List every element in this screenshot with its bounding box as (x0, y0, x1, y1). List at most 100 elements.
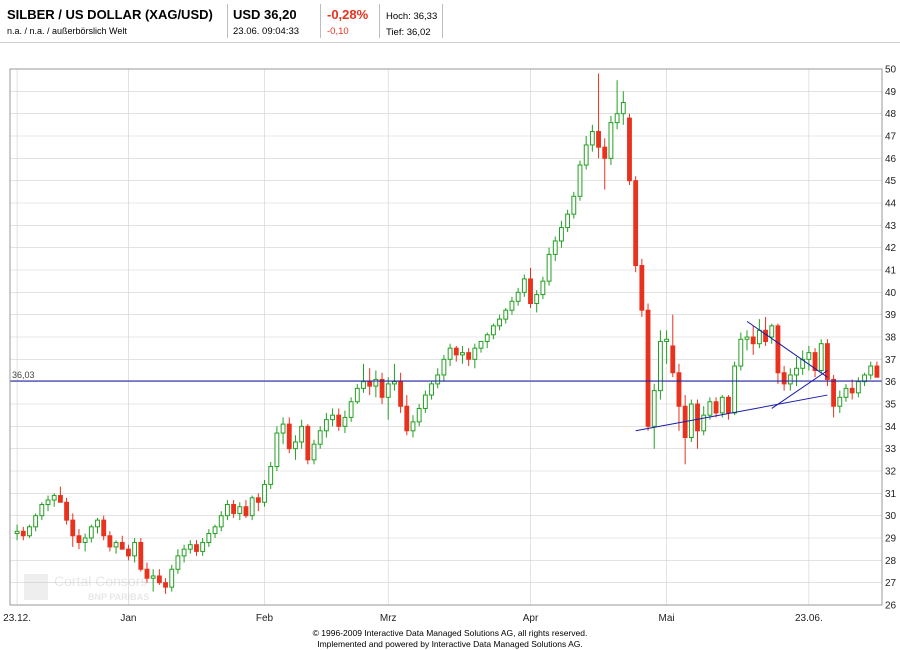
candle-body (756, 329, 762, 345)
broker-watermark: Cortal Consors BNP PARIBAS (24, 573, 149, 602)
y-tick-label: 35 (885, 400, 897, 411)
candle-body (45, 499, 51, 505)
candle-body (113, 541, 119, 548)
candle-body (534, 294, 540, 304)
y-tick-label: 46 (885, 154, 897, 165)
candle-body (843, 387, 849, 398)
candle-body (744, 336, 750, 340)
y-tick-label: 39 (885, 310, 897, 321)
candle-body (398, 381, 404, 407)
candle-body (249, 497, 255, 517)
candle-body (231, 504, 237, 514)
candle-body (379, 378, 385, 398)
candle-body (181, 548, 187, 557)
y-tick-label: 44 (885, 199, 897, 210)
candle-body (410, 421, 416, 432)
y-tick-label: 32 (885, 467, 897, 478)
change-absolute: -0,10 (327, 26, 349, 37)
candle-body (552, 240, 558, 255)
candle-body (64, 501, 69, 521)
candle-body (589, 131, 595, 146)
candle-body (577, 164, 583, 197)
candle-body (447, 347, 453, 360)
candle-body (299, 425, 305, 443)
y-tick-label: 26 (885, 601, 897, 612)
y-tick-label: 36 (885, 377, 897, 388)
candle-body (515, 291, 521, 302)
candle-body (855, 381, 861, 394)
candle-body (726, 396, 731, 414)
candle-body (812, 352, 818, 371)
candle-body (95, 519, 100, 528)
y-tick-label: 42 (885, 243, 897, 254)
candle-body (633, 180, 639, 267)
candle-body (484, 334, 490, 342)
candle-body (664, 338, 670, 342)
header-divider (320, 4, 321, 38)
candle-body (361, 381, 366, 389)
watermark-sub: BNP PARIBAS (88, 592, 149, 602)
y-axis: 26 27 28 29 30 31 32 33 34 35 36 37 38 39 40 41 42 43 44 45… (885, 65, 897, 612)
candle-body (20, 530, 26, 537)
candle-body (336, 414, 342, 427)
candle-body (825, 343, 830, 380)
candle-body (559, 227, 564, 242)
candle-body (187, 544, 193, 550)
candle-body (101, 519, 107, 537)
candle-body (255, 497, 261, 503)
candle-body (218, 515, 224, 528)
reference-line-label: 36,03 (12, 370, 35, 380)
candle-body (373, 378, 379, 387)
candle-body (657, 340, 663, 392)
candle-body (769, 325, 775, 338)
header-divider (442, 4, 443, 38)
x-tick-label: Apr (523, 613, 539, 624)
candle-body (460, 352, 465, 356)
trendline (771, 370, 828, 409)
candle-body (781, 372, 787, 385)
change-percent: -0,28% (327, 7, 369, 22)
candle-body (472, 347, 478, 360)
candle-body (435, 374, 441, 385)
candle-body (596, 131, 601, 148)
candle-body (169, 568, 175, 588)
candle-body (509, 300, 515, 311)
candle-body (76, 535, 82, 543)
candle-body (540, 280, 546, 296)
copyright-line: © 1996-2009 Interactive Data Managed Sol… (312, 628, 588, 638)
candle-body (528, 278, 533, 304)
candle-body (806, 352, 812, 360)
candle-body (738, 338, 744, 367)
candle-body (138, 541, 144, 570)
candle-body (695, 403, 700, 432)
candle-body (206, 533, 212, 543)
candle-body (39, 504, 45, 517)
candle-body (51, 495, 57, 501)
candle-body (144, 568, 150, 579)
candle-body (348, 401, 354, 418)
candle-series (14, 73, 880, 594)
candle-body (70, 519, 76, 537)
instrument-title: SILBER / US DOLLAR (XAG/USD) (7, 7, 213, 22)
candle-body (342, 416, 348, 427)
candle-body (645, 309, 651, 427)
candle-body (490, 325, 496, 336)
price-chart: Cortal Consors BNP PARIBAS 36,03 2627282… (3, 65, 897, 625)
y-tick-label: 41 (885, 266, 897, 277)
candle-body (583, 144, 589, 166)
candle-body (107, 535, 113, 548)
candle-body (212, 526, 218, 535)
trendline (635, 394, 828, 432)
candle-body (330, 414, 335, 421)
candle-body (713, 401, 719, 414)
candle-body (293, 441, 298, 450)
candle-body (466, 352, 472, 360)
candle-body (243, 506, 249, 517)
candle-body (763, 329, 768, 342)
candle-body (862, 374, 867, 383)
candle-body (194, 544, 199, 552)
x-tick-label: Mai (659, 613, 675, 624)
candle-body (156, 575, 162, 584)
candle-body (453, 347, 459, 356)
candle-body (719, 396, 725, 414)
